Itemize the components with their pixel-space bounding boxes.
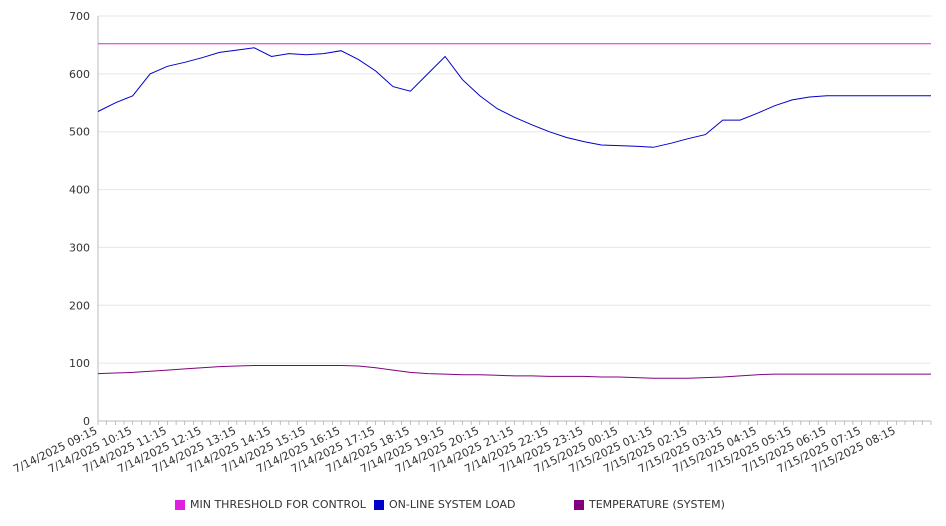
y-tick-label-0: 0 [83, 415, 90, 428]
legend-item-online-system-load[interactable]: ON-LINE SYSTEM LOAD [374, 498, 515, 511]
legend-label-online-system-load: ON-LINE SYSTEM LOAD [389, 498, 516, 511]
series-lines [97, 43, 931, 379]
y-tick-label-3: 300 [69, 241, 90, 254]
legend-label-temperature: TEMPERATURE (SYSTEM) [589, 498, 725, 511]
series-line-2[interactable] [97, 365, 931, 379]
y-tick-label-5: 500 [69, 126, 90, 139]
series-line-1[interactable] [97, 47, 931, 148]
y-tick-label-7: 700 [69, 10, 90, 23]
y-tick-label-4: 400 [69, 184, 90, 197]
legend-swatch-temperature [574, 499, 584, 510]
y-tick-label-1: 100 [69, 357, 90, 370]
x-axis: 7/14/2025 09:157/14/2025 10:157/14/2025 … [11, 420, 932, 476]
legend: MIN THRESHOLD FOR CONTROL ON-LINE SYSTEM… [0, 498, 946, 514]
legend-swatch-min-threshold [175, 499, 185, 510]
y-tick-label-2: 200 [69, 299, 90, 312]
legend-label-min-threshold: MIN THRESHOLD FOR CONTROL [190, 498, 366, 511]
legend-item-min-threshold[interactable]: MIN THRESHOLD FOR CONTROL [175, 498, 366, 511]
y-axis: 0 100 200 300 400 500 600 700 [69, 10, 99, 428]
y-tick-label-6: 600 [69, 68, 90, 81]
legend-swatch-online-system-load [374, 499, 384, 510]
gridlines [98, 15, 931, 422]
legend-item-temperature[interactable]: TEMPERATURE (SYSTEM) [574, 498, 725, 511]
